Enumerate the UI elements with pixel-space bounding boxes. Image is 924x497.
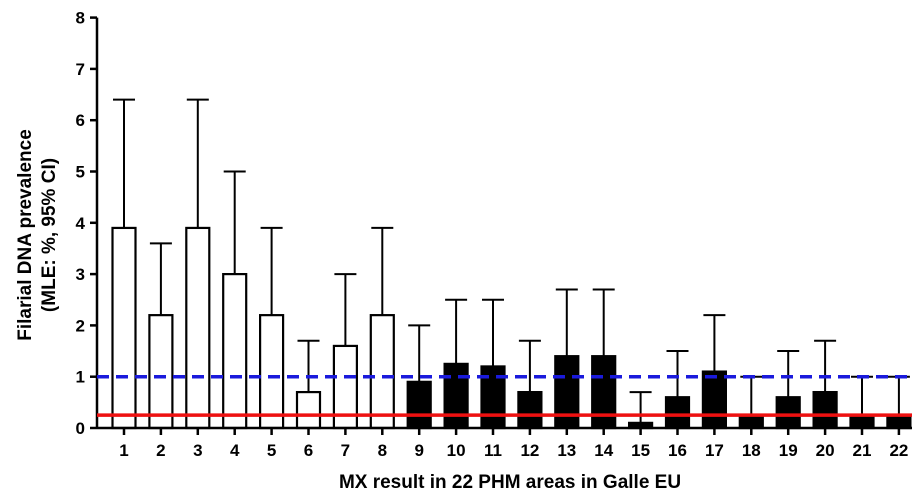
bar [701,370,728,430]
y-axis-title: Filarial DNA prevalence (MLE: %, 95% CI) [15,129,60,341]
bar [664,396,691,430]
x-tick-label: 6 [304,441,313,460]
y-tick-label: 8 [76,9,85,28]
x-tick-label: 15 [631,441,650,460]
x-tick-label: 8 [378,441,387,460]
x-tick-label: 10 [447,441,466,460]
x-tick-label: 3 [193,441,202,460]
y-tick-label: 2 [76,316,85,335]
bar [775,396,801,430]
x-tick-label: 22 [889,441,908,460]
x-axis-title: MX result in 22 PHM areas in Galle EU [339,472,681,493]
x-tick-label: 21 [853,441,872,460]
bar [517,390,543,430]
x-tick-label: 18 [742,441,761,460]
x-tick-label: 9 [414,441,423,460]
bar [222,273,248,430]
bar [111,226,137,430]
x-tick-label: 1 [119,441,128,460]
bar [148,314,174,430]
x-tick-label: 19 [779,441,798,460]
x-tick-label: 20 [816,441,835,460]
bar [295,390,322,430]
y-tick-label: 6 [76,111,85,130]
y-tick-label: 3 [76,265,85,284]
x-tick-label: 4 [230,441,240,460]
y-tick-label: 0 [76,419,85,438]
bar [259,314,285,430]
bar [185,226,211,430]
x-tick-label: 12 [520,441,539,460]
bar [812,390,838,430]
x-tick-label: 17 [705,441,724,460]
x-tick-label: 2 [156,441,165,460]
bar [554,355,580,430]
bar [406,380,432,430]
y-tick-label: 4 [76,214,86,233]
bar [591,355,617,430]
x-tick-label: 5 [267,441,276,460]
x-tick-label: 16 [668,441,687,460]
x-tick-label: 7 [341,441,350,460]
bar [369,314,395,430]
bar [849,414,875,430]
y-tick-label: 1 [76,368,85,387]
y-axis-title-line2: (MLE: %, 95% CI) [39,158,60,312]
y-tick-label: 5 [76,163,85,182]
x-tick-label: 14 [594,441,613,460]
bar [443,362,469,430]
x-tick-label: 11 [484,441,502,460]
bar [886,414,912,430]
x-tick-label: 13 [557,441,576,460]
y-tick-label: 7 [76,60,85,79]
y-axis-title-line1: Filarial DNA prevalence [15,129,36,341]
bar [738,414,764,430]
